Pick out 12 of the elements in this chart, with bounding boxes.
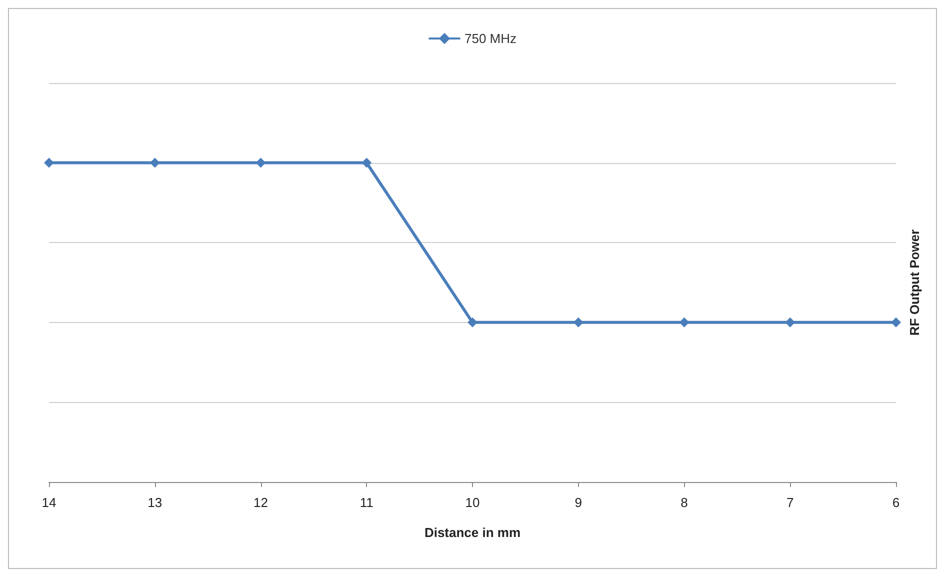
x-tick-label: 6 [892,495,900,510]
x-tick-label: 13 [148,495,162,510]
x-tick-label: 14 [42,495,56,510]
y-axis-title: RF Output Power [907,229,922,336]
x-tick-label: 9 [574,495,582,510]
x-tick-label: 8 [680,495,688,510]
legend-label: 750 MHz [464,31,517,46]
x-tick-label: 12 [254,495,268,510]
x-tick-label: 10 [465,495,480,510]
x-tick-label: 11 [360,495,374,510]
x-axis-title: Distance in mm [424,525,521,540]
x-tick-label: 7 [786,495,794,510]
